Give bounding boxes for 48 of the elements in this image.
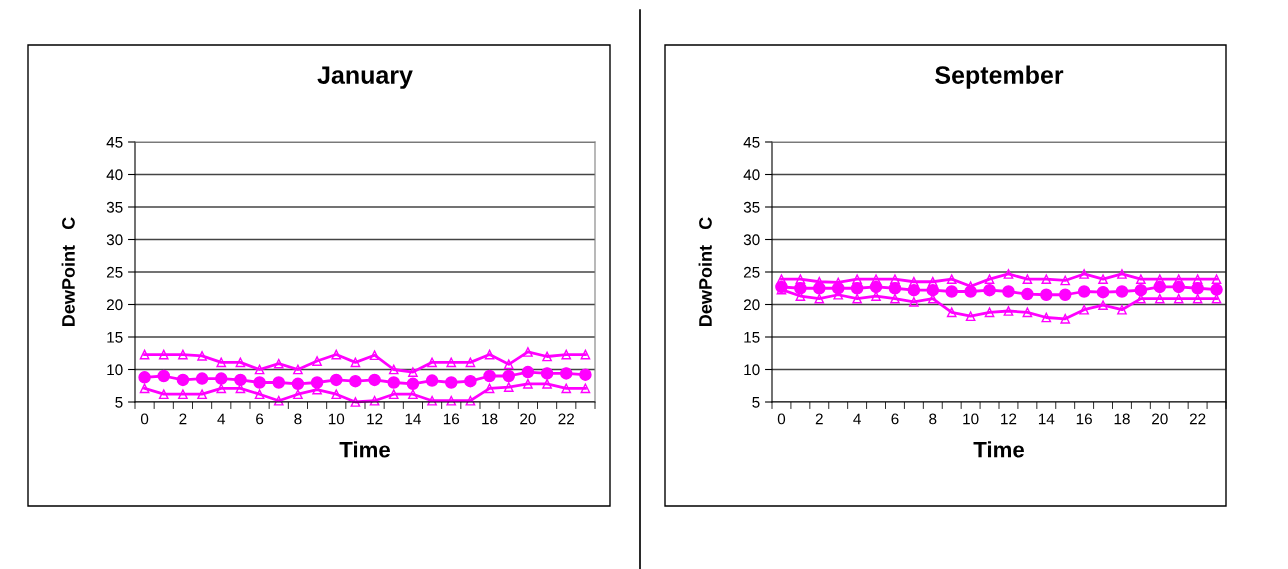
- y-tick-label: 45: [743, 137, 760, 148]
- x-tick-label: 16: [1076, 413, 1092, 425]
- x-tick-label: 4: [217, 413, 226, 425]
- x-tick-label: 0: [777, 413, 786, 425]
- chart-title: September: [935, 65, 1064, 89]
- y-tick-label: 40: [743, 169, 760, 181]
- x-tick-label: 14: [1038, 413, 1055, 425]
- y-tick-label: 25: [106, 266, 123, 278]
- y-tick-label: 5: [115, 397, 123, 408]
- x-tick-label: 8: [294, 413, 302, 425]
- x-tick-label: 2: [179, 413, 187, 425]
- y-tick-label: 10: [107, 364, 123, 376]
- x-axis-title: Time: [973, 441, 1024, 458]
- y-tick-label: 25: [743, 266, 760, 278]
- x-tick-label: 20: [520, 413, 536, 425]
- y-tick-label: 45: [106, 137, 123, 148]
- y-tick-label: 15: [744, 332, 760, 343]
- x-tick-label: 22: [1189, 413, 1206, 425]
- x-tick-label: 0: [140, 413, 149, 425]
- y-tick-label: 5: [752, 397, 760, 408]
- x-tick-label: 12: [367, 413, 383, 425]
- x-tick-label: 20: [1152, 413, 1168, 425]
- y-tick-label: 30: [106, 234, 123, 246]
- y-tick-label: 10: [744, 364, 760, 376]
- x-tick-label: 16: [443, 413, 460, 425]
- x-tick-label: 8: [929, 413, 937, 425]
- chart-title: January: [317, 66, 413, 89]
- y-tick-label: 20: [743, 299, 760, 311]
- y-axis-title: DewPoint C: [698, 217, 712, 326]
- y-tick-label: 15: [107, 332, 123, 343]
- y-tick-label: 20: [106, 299, 123, 311]
- x-tick-label: 10: [963, 413, 979, 425]
- y-tick-label: 35: [743, 201, 760, 213]
- x-tick-label: 6: [256, 413, 264, 425]
- x-tick-label: 14: [405, 413, 421, 425]
- x-tick-label: 4: [853, 413, 861, 425]
- x-tick-label: 18: [482, 413, 498, 425]
- y-tick-label: 30: [743, 234, 760, 246]
- x-tick-label: 12: [1001, 413, 1017, 425]
- x-tick-label: 22: [558, 413, 574, 425]
- y-tick-label: 40: [106, 169, 123, 181]
- y-tick-label: 35: [106, 201, 123, 213]
- x-tick-label: 2: [815, 413, 823, 425]
- x-axis-title: Time: [339, 441, 390, 458]
- x-tick-label: 6: [891, 413, 899, 425]
- y-axis-title: DewPoint C: [61, 217, 75, 326]
- x-tick-label: 18: [1114, 413, 1130, 425]
- x-tick-label: 10: [328, 413, 345, 425]
